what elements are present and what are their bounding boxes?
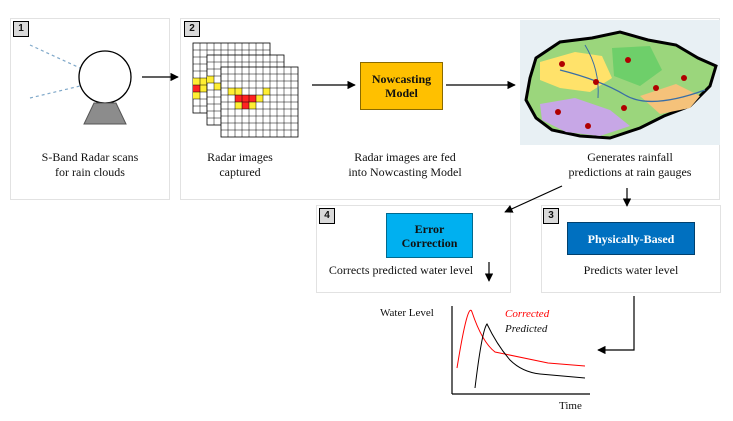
physically-based-box: Physically-Based [567,222,695,255]
radar-echo-cell [263,88,270,95]
hydrograph-x-label: Time [559,400,582,412]
predicted-legend-label: Predicted [505,323,548,335]
radar-echo-cell [235,88,242,95]
physically-based-caption: Predicts water level [583,263,679,277]
step-number-2: 2 [184,21,200,37]
radar-echo-cell [193,85,200,92]
corrected-legend-label: Corrected [505,308,550,320]
step-number-3: 3 [543,208,559,224]
map-caption: Generates rainfall predictions at rain g… [568,150,692,179]
radar-echo-cell [235,102,242,109]
radar-echo-cell [193,78,200,85]
radar-images-caption: Radar images captured [207,150,273,179]
predicted-series-line [474,323,586,389]
nowcasting-caption: Radar images are fed into Nowcasting Mod… [348,150,462,179]
radar-echo-cell [249,95,256,102]
arrow-physically-based-to-hydrograph [597,296,635,355]
radar-echo-cell [200,85,207,92]
radar-images-stack-icon [192,42,299,138]
radar-echo-cell [235,95,242,102]
radar-echo-cell [228,88,235,95]
radar-echo-cell [200,78,207,85]
hydrograph-y-label: Water Level [380,307,434,319]
radar-echo-cell [214,83,221,90]
radar-echo-cell [242,102,249,109]
radar-echo-cell [207,76,214,83]
radar-echo-cell [256,95,263,102]
error-correction-box: Error Correction [386,213,473,258]
radar-dish-icon [29,44,132,125]
catchment-map-icon [520,20,720,145]
radar-echo-cell [249,102,256,109]
radar-echo-cell [193,92,200,99]
radar-echo-cell [242,95,249,102]
corrected-series-line [456,309,586,369]
step-number-4: 4 [319,208,335,224]
step-number-1: 1 [13,21,29,37]
error-correction-caption: Corrects predicted water level [328,263,474,277]
arrow-map-to-error-correction [504,185,563,213]
nowcasting-model-box: Nowcasting Model [360,62,443,110]
radar-caption: S-Band Radar scans for rain clouds [41,150,139,179]
hydrograph-chart [451,306,590,395]
